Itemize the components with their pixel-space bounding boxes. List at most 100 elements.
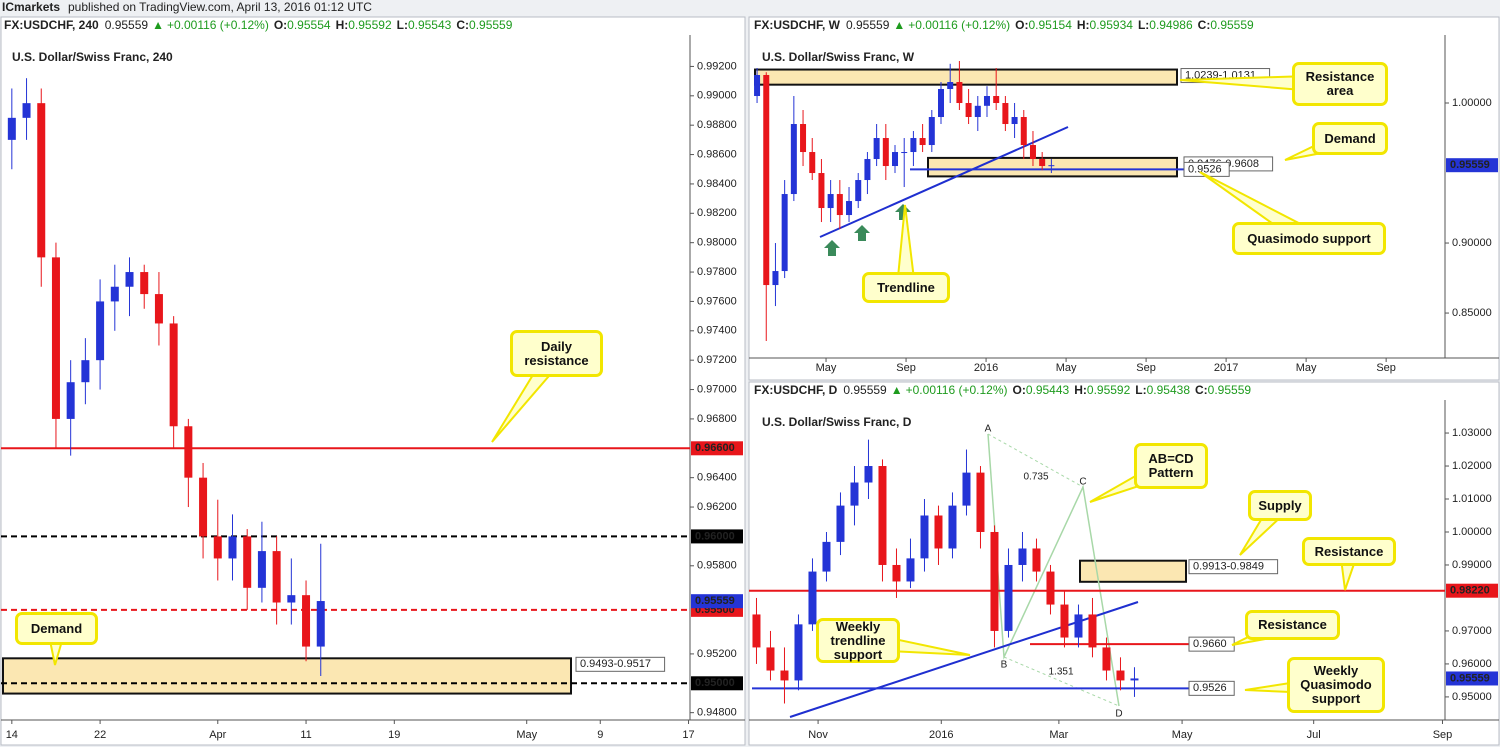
- callout: Daily resistance: [510, 330, 603, 377]
- level-tag-label: 0.96000: [695, 530, 735, 542]
- level-tag: [691, 529, 743, 544]
- ohlc-label: H:: [1077, 18, 1090, 32]
- ohlc-label: H:: [336, 18, 349, 32]
- price-tag: [1446, 671, 1498, 686]
- x-tick-label: May: [1172, 729, 1193, 741]
- ohlc-label: L:: [397, 18, 408, 32]
- ohlc-label: L:: [1135, 383, 1146, 397]
- ohlc-value: 0.95438: [1147, 383, 1191, 397]
- symbol-header: FX:USDCHF, W 0.95559 ▲ +0.00116 (+0.12%) O:0…: [754, 18, 1254, 32]
- x-tick-label: Sep: [1136, 362, 1156, 374]
- candle-body: [800, 124, 807, 153]
- x-tick-label: May: [516, 729, 537, 741]
- candle-body: [965, 103, 972, 118]
- ohlc-value: 0.95592: [348, 18, 392, 32]
- candle-body: [974, 105, 981, 118]
- candle-body: [754, 75, 761, 97]
- candle-body: [919, 138, 926, 146]
- candle-body: [836, 505, 845, 542]
- change: +0.00116 (+0.12%): [167, 18, 269, 32]
- y-tick-label: 1.00000: [1452, 97, 1492, 109]
- candle-body: [1039, 159, 1046, 167]
- candle-body: [140, 272, 149, 295]
- candle-body: [818, 173, 825, 209]
- candle-body: [37, 103, 46, 258]
- x-tick-label: 14: [6, 729, 18, 741]
- level-label: 0.9660: [1193, 638, 1227, 650]
- last-price: 0.95559: [846, 18, 890, 32]
- candle-body: [1020, 117, 1027, 146]
- y-tick-label: 0.99200: [697, 60, 737, 72]
- candle-body: [125, 272, 134, 287]
- candle-body: [809, 152, 816, 174]
- candle-body: [901, 152, 908, 154]
- last-price: 0.95559: [843, 383, 887, 397]
- candle-body: [920, 515, 929, 559]
- up-arrow: ▲: [152, 18, 164, 32]
- y-tick-label: 0.97600: [697, 295, 737, 307]
- level-label: 0.9526: [1193, 682, 1227, 694]
- y-tick-label: 1.01000: [1452, 493, 1492, 505]
- zone-label: 0.9913-0.9849: [1193, 561, 1264, 573]
- y-tick-label: 0.99000: [697, 90, 737, 102]
- zone: [1079, 559, 1187, 583]
- y-tick-label: 0.98600: [697, 148, 737, 160]
- pattern-ratio-line: [987, 433, 1084, 488]
- candle-body: [892, 564, 901, 582]
- x-tick-label: 9: [597, 729, 603, 741]
- candle-body: [850, 482, 859, 506]
- change: +0.00116 (+0.12%): [906, 383, 1008, 397]
- y-tick-label: 0.96200: [697, 501, 737, 513]
- level-tag: [691, 676, 743, 691]
- candle-body: [794, 624, 803, 681]
- pattern-point: B: [1001, 660, 1008, 671]
- panel-frame: [0, 16, 746, 746]
- candle-body: [882, 138, 889, 167]
- symbol: FX:USDCHF, 240: [4, 18, 99, 32]
- ohlc-value: 0.95559: [1208, 383, 1252, 397]
- candle-body: [1116, 670, 1125, 681]
- zone: [754, 68, 1178, 86]
- candle-body: [772, 271, 779, 286]
- ohlc-value: 0.95934: [1090, 18, 1134, 32]
- y-tick-label: 0.97800: [697, 266, 737, 278]
- candle-body: [1018, 548, 1027, 565]
- price-tag-label: 0.95559: [695, 595, 735, 607]
- candle-body: [948, 505, 957, 549]
- plot: [754, 61, 1184, 342]
- arrow-icon: [854, 225, 870, 241]
- candle-body: [154, 294, 163, 324]
- y-tick-label: 0.98000: [697, 237, 737, 249]
- ohlc-label: C:: [1198, 18, 1211, 32]
- y-tick-label: 0.96800: [697, 413, 737, 425]
- candle-body: [1088, 614, 1097, 648]
- candle-body: [1060, 604, 1069, 638]
- zone: [2, 657, 572, 695]
- candle-body: [1032, 548, 1041, 572]
- candle-body: [1011, 117, 1018, 125]
- pattern-point: C: [1079, 477, 1086, 488]
- price-tag: [691, 594, 743, 609]
- candle-body: [51, 257, 60, 419]
- y-tick-label: 0.97200: [697, 354, 737, 366]
- zone-label: 0.9493-0.9517: [580, 658, 651, 670]
- price-tag: [1446, 158, 1498, 173]
- chart-title: U.S. Dollar/Swiss Franc, 240: [12, 50, 173, 64]
- candle-body: [763, 75, 770, 286]
- last-price: 0.95559: [105, 18, 149, 32]
- x-tick-label: 19: [388, 729, 400, 741]
- x-tick-label: Nov: [808, 729, 828, 741]
- candle-body: [272, 551, 281, 603]
- candle-body: [962, 472, 971, 506]
- ohlc-value: 0.95559: [1210, 18, 1254, 32]
- brand[interactable]: ICmarkets: [2, 0, 60, 14]
- symbol: FX:USDCHF, D: [754, 383, 838, 397]
- candle-body: [213, 536, 222, 559]
- candle-body: [822, 541, 831, 572]
- callout: Resistance: [1302, 537, 1396, 566]
- y-tick-label: 0.96000: [1452, 658, 1492, 670]
- pattern-ratio: 0.735: [1023, 472, 1048, 483]
- x-tick-label: May: [816, 362, 837, 374]
- level-tag: [691, 441, 743, 456]
- y-tick-label: 0.98800: [697, 119, 737, 131]
